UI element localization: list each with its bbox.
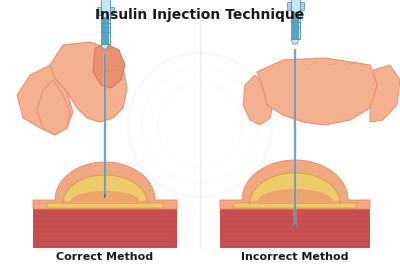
Polygon shape: [257, 58, 377, 125]
Bar: [100, 0, 110, 44]
Polygon shape: [291, 39, 299, 44]
Polygon shape: [93, 44, 125, 88]
Bar: [286, 2, 290, 10]
Bar: [102, 17, 108, 44]
Text: Correct Method: Correct Method: [56, 252, 154, 262]
Polygon shape: [33, 162, 177, 209]
Polygon shape: [33, 208, 177, 248]
Text: Incorrect Method: Incorrect Method: [241, 252, 349, 262]
Text: Insulin Injection Technique: Insulin Injection Technique: [95, 8, 305, 22]
Bar: [292, 12, 298, 39]
Polygon shape: [370, 65, 400, 122]
Bar: [300, 2, 304, 10]
Bar: [96, 7, 100, 15]
Polygon shape: [243, 75, 273, 125]
Polygon shape: [248, 189, 342, 204]
Polygon shape: [220, 160, 370, 209]
Polygon shape: [37, 80, 70, 135]
Polygon shape: [61, 191, 149, 204]
Polygon shape: [50, 42, 127, 122]
Bar: [290, 0, 300, 39]
Polygon shape: [47, 175, 163, 208]
Polygon shape: [101, 44, 109, 49]
Bar: [110, 7, 114, 15]
Polygon shape: [220, 208, 370, 248]
Polygon shape: [234, 173, 356, 208]
Polygon shape: [17, 65, 73, 135]
